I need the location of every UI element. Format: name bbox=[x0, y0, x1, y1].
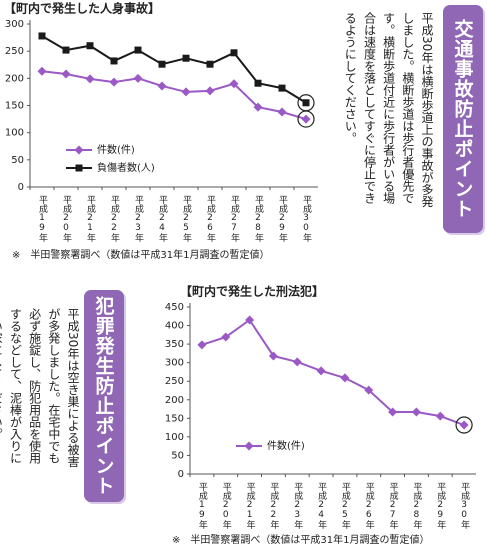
point bbox=[205, 86, 215, 96]
legend-marker bbox=[75, 164, 83, 172]
point bbox=[37, 66, 47, 76]
chart-title: 【町内で発生した刑法犯】 bbox=[180, 284, 324, 299]
point bbox=[459, 420, 469, 430]
x-tick-label: 平成23年 bbox=[133, 195, 144, 243]
point bbox=[109, 77, 119, 87]
x-tick-label: 平成28年 bbox=[253, 195, 264, 243]
point bbox=[85, 74, 95, 84]
point bbox=[157, 81, 167, 91]
chart-note: ※ 半田警察署調べ（数値は平成31年1月調査の暫定値） bbox=[172, 533, 429, 546]
x-tick-label: 平成26年 bbox=[364, 482, 375, 530]
x-tick-label: 平成30年 bbox=[459, 482, 470, 530]
point bbox=[158, 60, 166, 68]
x-tick-label: 平成21年 bbox=[245, 482, 256, 530]
highlight-circle bbox=[297, 94, 315, 112]
point bbox=[206, 60, 214, 68]
x-tick-label: 平成28年 bbox=[411, 482, 422, 530]
point bbox=[221, 332, 231, 342]
point bbox=[292, 357, 302, 367]
crime-point-heading: 犯罪発生防止ポイント bbox=[84, 290, 124, 502]
y-tick-label: 300 bbox=[5, 19, 24, 30]
chart-title: 【町内で発生した人身事故】 bbox=[4, 1, 160, 16]
crime-point-body: 平成30年は空き巣による被害が多発しました。在宅中でも必ず施錠し、防犯用品を使用… bbox=[0, 308, 80, 468]
legend-marker bbox=[244, 441, 254, 451]
y-tick-label: 50 bbox=[171, 450, 184, 461]
y-tick-label: 200 bbox=[165, 395, 184, 406]
x-tick-label: 平成26年 bbox=[205, 195, 216, 243]
point bbox=[340, 373, 350, 383]
y-tick-label: 400 bbox=[165, 321, 184, 332]
point bbox=[277, 107, 287, 117]
point bbox=[229, 79, 239, 89]
point bbox=[411, 407, 421, 417]
point bbox=[364, 385, 374, 395]
x-tick-label: 平成22年 bbox=[109, 195, 120, 243]
point bbox=[134, 46, 142, 54]
y-tick-label: 0 bbox=[18, 182, 24, 193]
point bbox=[197, 340, 207, 350]
series-line bbox=[41, 70, 307, 121]
series-line bbox=[41, 35, 307, 104]
point bbox=[268, 351, 278, 361]
legend-label: 負傷者数(人) bbox=[97, 161, 155, 174]
x-tick-label: 平成27年 bbox=[229, 195, 240, 243]
x-tick-label: 平成27年 bbox=[388, 482, 399, 530]
point bbox=[316, 366, 326, 376]
y-tick-label: 0 bbox=[178, 469, 184, 480]
y-tick-label: 250 bbox=[5, 46, 24, 57]
point bbox=[245, 315, 255, 325]
point bbox=[301, 114, 311, 124]
x-tick-label: 平成19年 bbox=[197, 482, 208, 530]
legend-label: 件数(件) bbox=[97, 143, 135, 156]
y-tick-label: 100 bbox=[5, 128, 24, 139]
series-line bbox=[201, 318, 465, 426]
point bbox=[278, 84, 286, 92]
traffic-point-heading: 交通事故防止ポイント bbox=[443, 5, 483, 233]
x-tick-label: 平成24年 bbox=[316, 482, 327, 530]
x-tick-label: 平成25年 bbox=[340, 482, 351, 530]
point bbox=[110, 57, 118, 65]
x-tick-label: 平成24年 bbox=[157, 195, 168, 243]
x-tick-label: 平成19年 bbox=[37, 195, 48, 243]
point bbox=[253, 102, 263, 112]
traffic-point-body: 平成30年は横断歩道上の事故が多発しました。横断歩道は歩行者優先です。横断歩道付… bbox=[343, 12, 434, 208]
point bbox=[38, 32, 46, 40]
x-tick-label: 平成29年 bbox=[277, 195, 288, 243]
point bbox=[182, 54, 190, 62]
point bbox=[230, 49, 238, 57]
point bbox=[133, 73, 143, 83]
point bbox=[61, 69, 71, 79]
x-tick-label: 平成23年 bbox=[292, 482, 303, 530]
x-tick-label: 平成25年 bbox=[181, 195, 192, 243]
point bbox=[254, 79, 262, 87]
chart-note: ※ 半田警察署調べ（数値は平成31年1月調査の暫定値） bbox=[12, 248, 269, 261]
y-tick-label: 350 bbox=[165, 339, 184, 350]
y-tick-label: 200 bbox=[5, 73, 24, 84]
y-tick-label: 450 bbox=[165, 302, 184, 313]
legend-label: 件数(件) bbox=[267, 439, 305, 452]
point bbox=[181, 87, 191, 97]
y-tick-label: 300 bbox=[165, 358, 184, 369]
y-tick-label: 50 bbox=[11, 155, 24, 166]
x-tick-label: 平成21年 bbox=[85, 195, 96, 243]
x-tick-label: 平成29年 bbox=[435, 482, 446, 530]
y-tick-label: 100 bbox=[165, 432, 184, 443]
y-tick-label: 250 bbox=[165, 376, 184, 387]
point bbox=[302, 99, 310, 107]
highlight-circle bbox=[455, 416, 473, 434]
point bbox=[62, 46, 70, 54]
legend-marker bbox=[74, 145, 84, 155]
x-tick-label: 平成30年 bbox=[301, 195, 312, 243]
point bbox=[435, 411, 445, 421]
y-tick-label: 150 bbox=[5, 101, 24, 112]
x-tick-label: 平成22年 bbox=[268, 482, 279, 530]
x-tick-label: 平成20年 bbox=[221, 482, 232, 530]
point bbox=[86, 42, 94, 50]
x-tick-label: 平成20年 bbox=[61, 195, 72, 243]
point bbox=[388, 407, 398, 417]
y-tick-label: 150 bbox=[165, 413, 184, 424]
